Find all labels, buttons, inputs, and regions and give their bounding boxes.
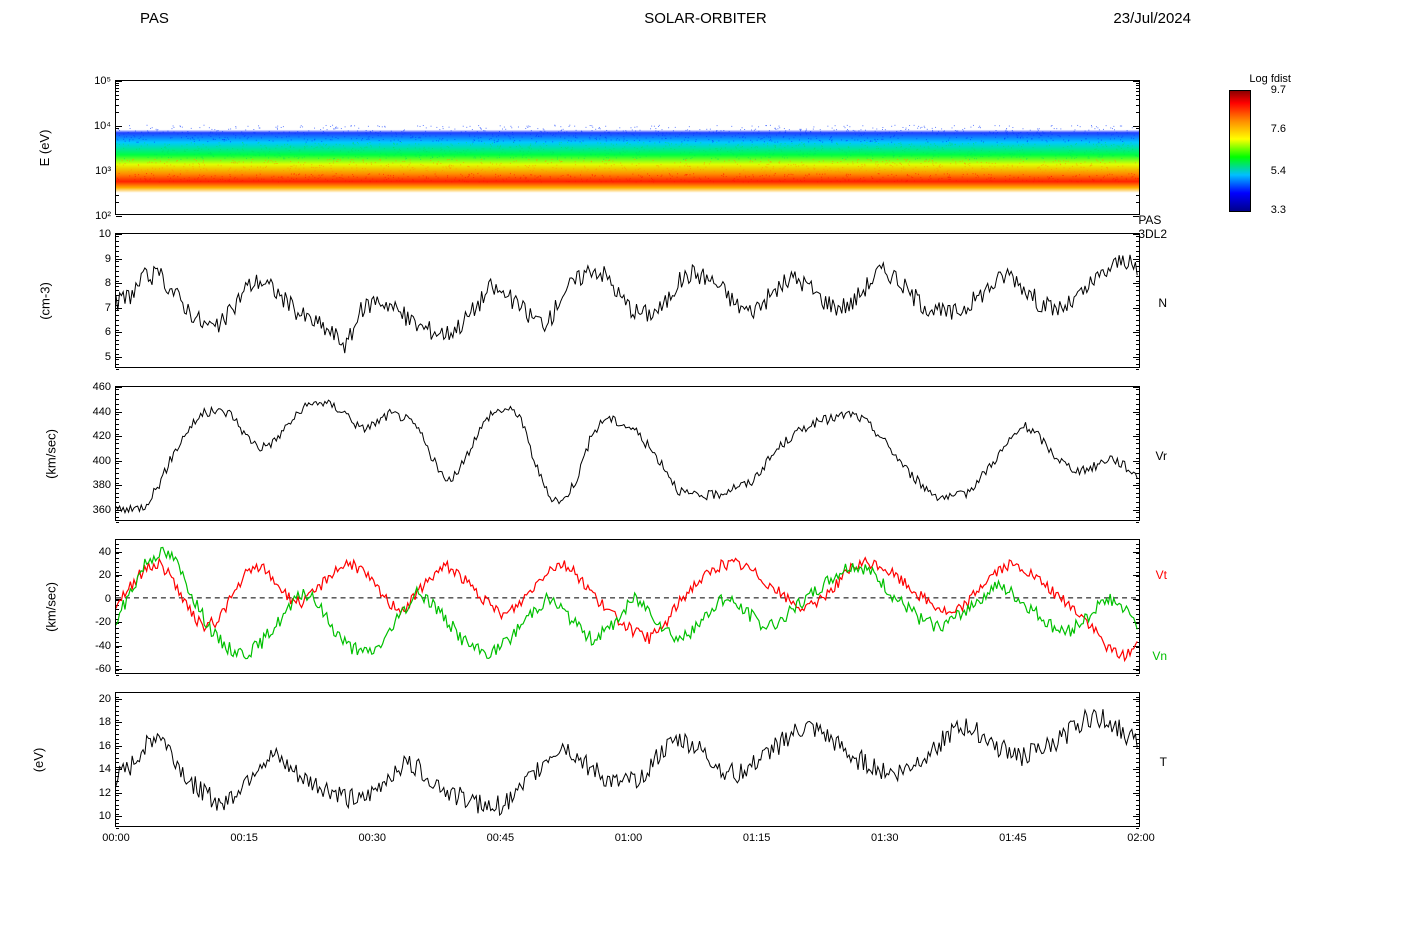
series-N — [116, 255, 1137, 353]
plot-vr — [116, 387, 1139, 520]
ytick: 10 — [66, 228, 111, 240]
colorbar — [1229, 90, 1251, 212]
ytick: 16 — [66, 740, 111, 752]
ylabel-density: (cm-3) — [37, 282, 52, 320]
ytick: 12 — [66, 787, 111, 799]
ytick: 10⁵ — [66, 75, 111, 87]
series-Vr — [116, 400, 1137, 513]
xtick: 00:00 — [102, 832, 130, 844]
ytick: 0 — [66, 593, 111, 605]
panel-density: (cm-3)5678910N — [115, 233, 1140, 368]
ytick: 360 — [66, 504, 111, 516]
ylabel-vtvn: (km/sec) — [43, 582, 58, 632]
colorbar-tick: 3.3 — [1271, 204, 1286, 216]
colorbar-tick: 9.7 — [1271, 84, 1286, 96]
series-T — [116, 709, 1137, 815]
plot-density — [116, 234, 1139, 367]
ytick: 10² — [66, 210, 111, 222]
page: PAS SOLAR-ORBITER 23/Jul/2024 E (eV)10²1… — [0, 0, 1411, 951]
ytick: 20 — [66, 569, 111, 581]
series-Vn — [116, 547, 1137, 658]
ylabel-spectrogram: E (eV) — [37, 129, 52, 166]
panel-temp: (eV)101214161820T00:0000:1500:3000:4501:… — [115, 692, 1140, 827]
rlabel-density: N — [1158, 296, 1167, 310]
ytick: -20 — [66, 616, 111, 628]
ytick: 380 — [66, 479, 111, 491]
ylabel-temp: (eV) — [31, 747, 46, 772]
ytick: 5 — [66, 351, 111, 363]
xtick: 02:00 — [1127, 832, 1155, 844]
plot-spectrogram — [116, 81, 1139, 214]
panel-spectrogram: E (eV)10²10³10⁴10⁵PAS 3DL2 — [115, 80, 1140, 215]
ytick: 400 — [66, 455, 111, 467]
ytick: 10 — [66, 810, 111, 822]
ytick: 7 — [66, 302, 111, 314]
xtick: 00:15 — [230, 832, 258, 844]
rlabel-Vn: Vn — [1152, 649, 1167, 663]
ytick: 10⁴ — [66, 120, 111, 132]
ytick: 460 — [66, 381, 111, 393]
ytick: 14 — [66, 763, 111, 775]
rlabel-spectrogram: PAS 3DL2 — [1138, 213, 1167, 241]
xtick: 01:00 — [615, 832, 643, 844]
rlabel-vr: Vr — [1155, 449, 1167, 463]
ytick: -40 — [66, 640, 111, 652]
ytick: 20 — [66, 693, 111, 705]
colorbar-tick: 5.4 — [1271, 165, 1286, 177]
colorbar-tick: 7.6 — [1271, 123, 1286, 135]
panel-vtvn: (km/sec)-60-40-2002040VtVn — [115, 539, 1140, 674]
ytick: 40 — [66, 546, 111, 558]
ytick: 9 — [66, 253, 111, 265]
ytick: 6 — [66, 326, 111, 338]
header-right: 23/Jul/2024 — [1113, 10, 1191, 27]
ylabel-vr: (km/sec) — [43, 429, 58, 479]
plot-vtvn — [116, 540, 1139, 673]
rlabel-Vt: Vt — [1156, 568, 1167, 582]
ytick: 18 — [66, 716, 111, 728]
ytick: 8 — [66, 277, 111, 289]
xtick: 01:30 — [871, 832, 899, 844]
plot-temp — [116, 693, 1139, 826]
rlabel-temp: T — [1160, 755, 1167, 769]
panel-vr: (km/sec)360380400420440460Vr — [115, 386, 1140, 521]
header-center: SOLAR-ORBITER — [0, 10, 1411, 27]
ytick: -60 — [66, 663, 111, 675]
xtick: 01:45 — [999, 832, 1027, 844]
header: PAS SOLAR-ORBITER 23/Jul/2024 — [0, 10, 1411, 40]
xtick: 00:45 — [487, 832, 515, 844]
xtick: 01:15 — [743, 832, 771, 844]
ytick: 10³ — [66, 165, 111, 177]
xtick: 00:30 — [358, 832, 386, 844]
ytick: 440 — [66, 406, 111, 418]
ytick: 420 — [66, 430, 111, 442]
